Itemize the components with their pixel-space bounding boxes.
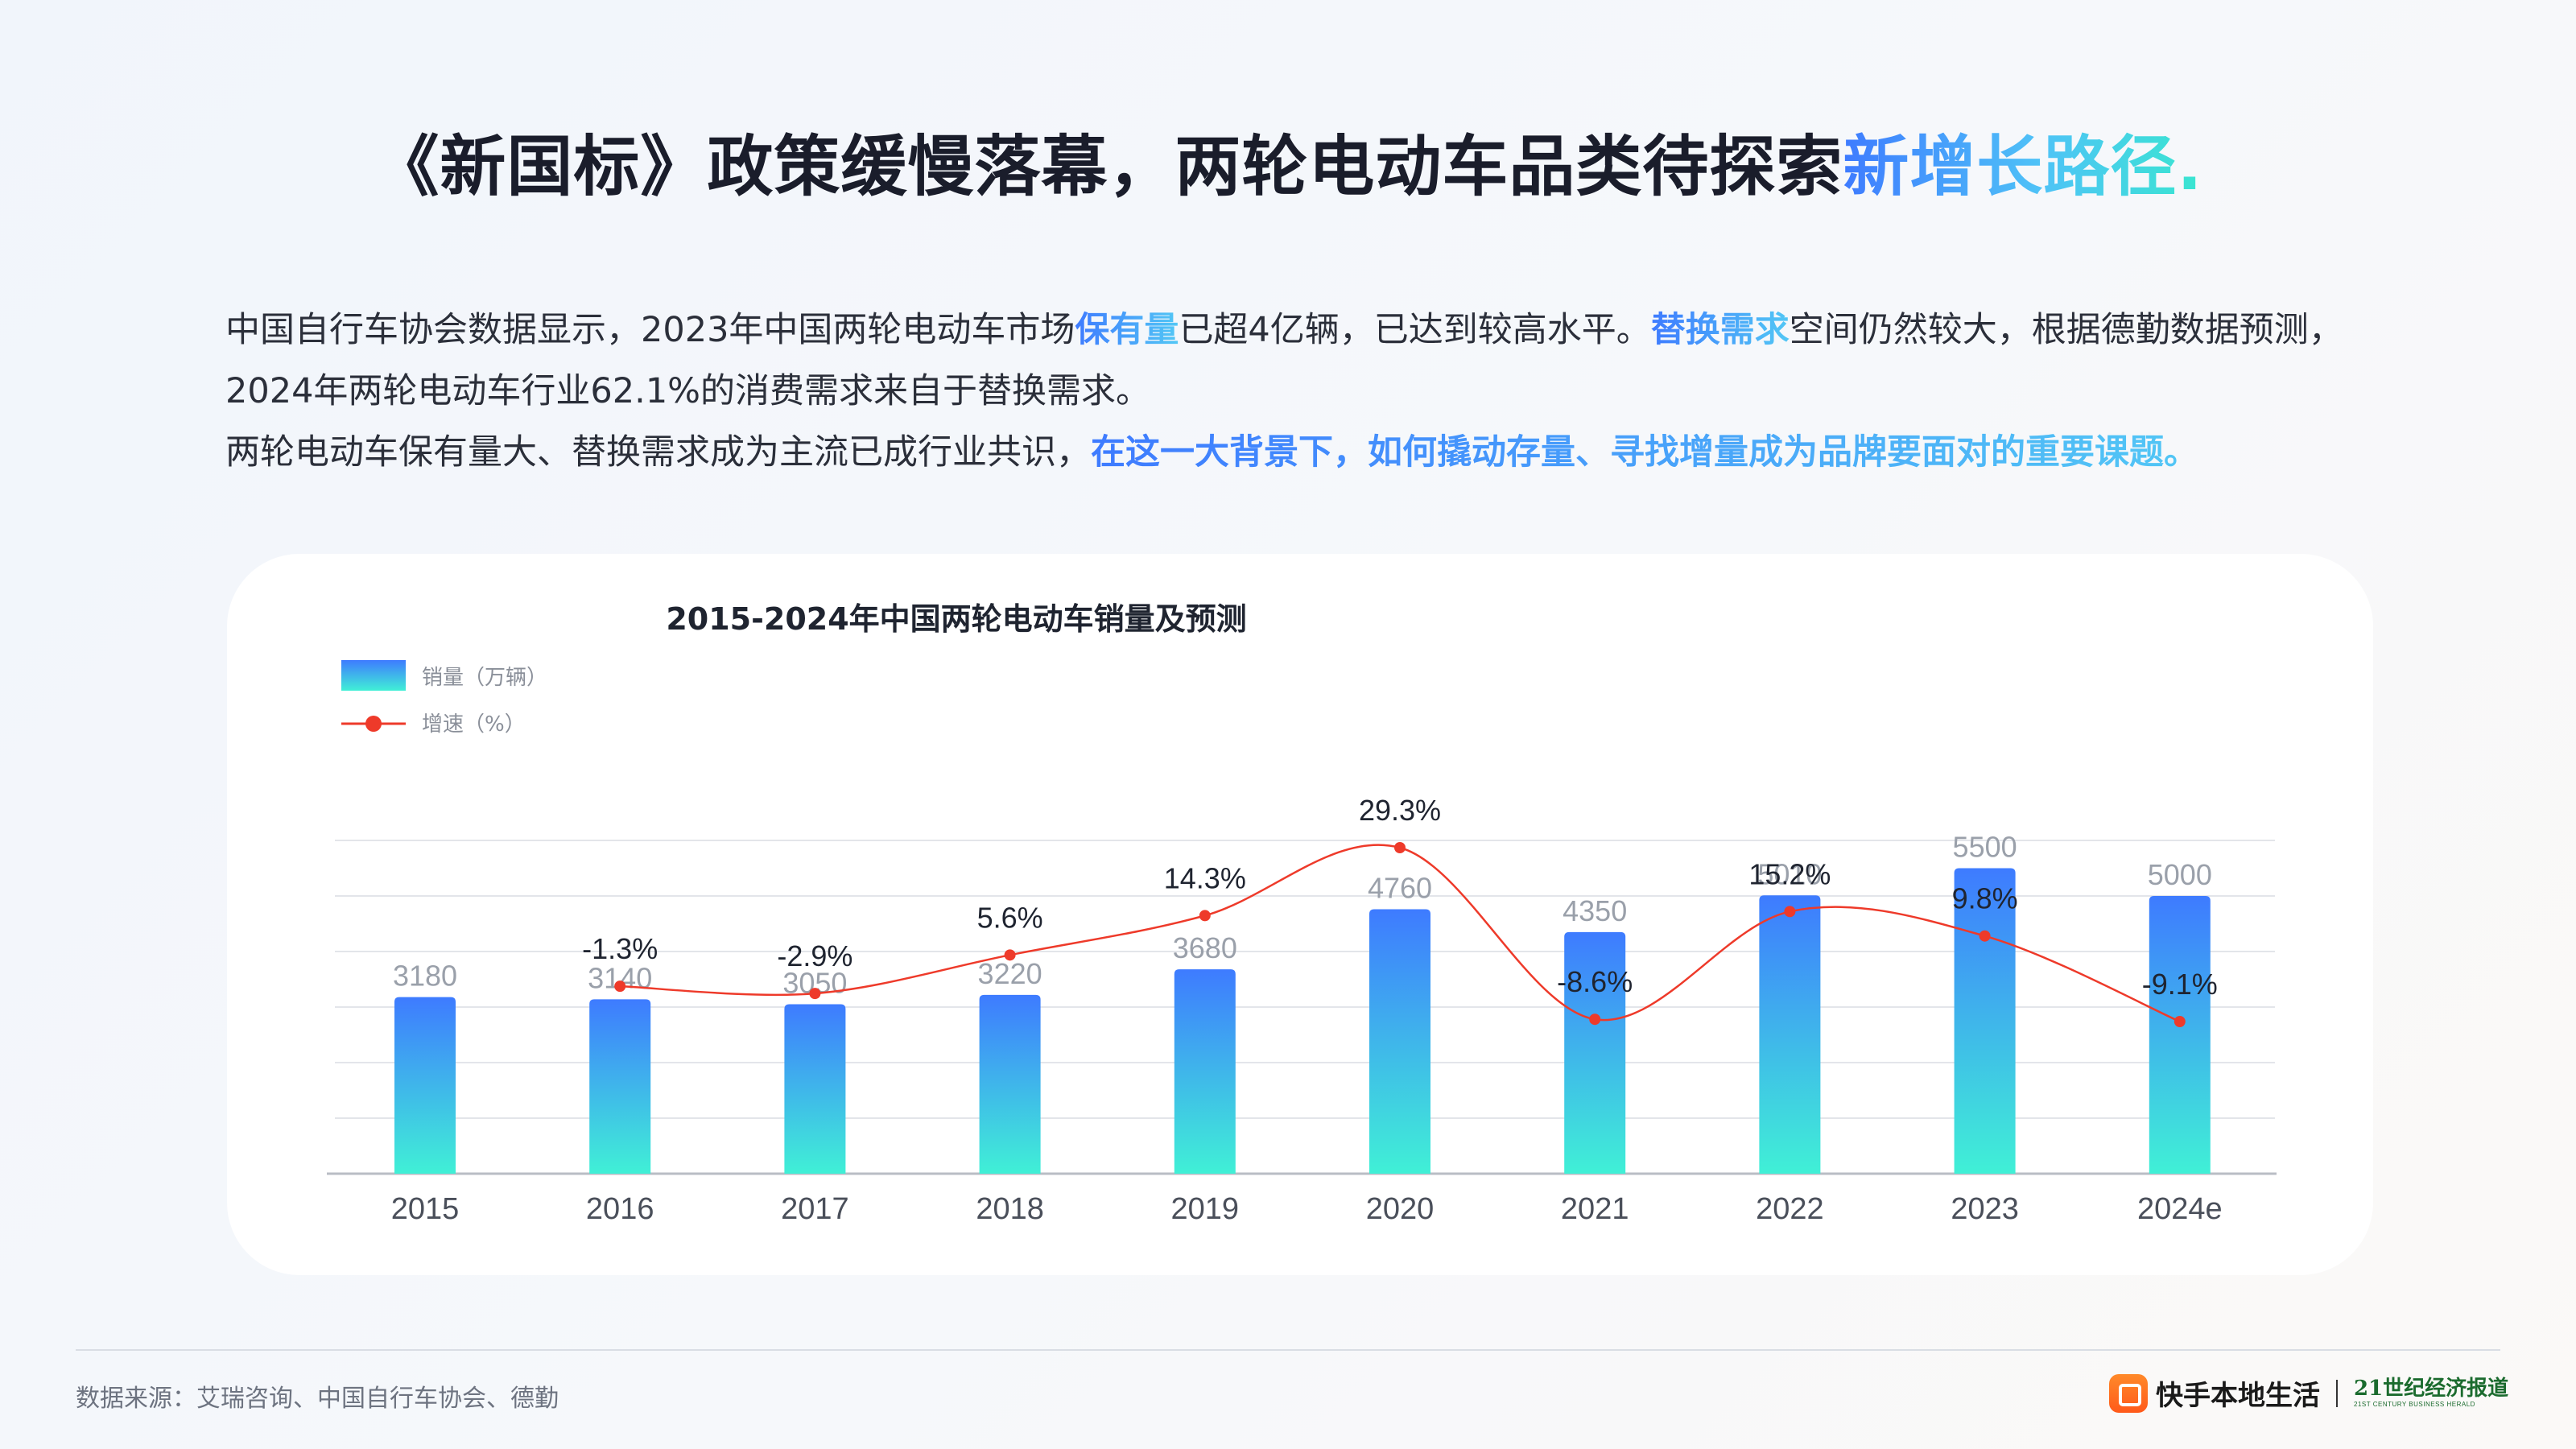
- growth-label: 14.3%: [1164, 861, 1246, 894]
- growth-point: [1199, 910, 1211, 922]
- intro-text-2: 已超4亿辆，已达到较高水平。: [1179, 310, 1651, 350]
- bar: [1369, 909, 1430, 1174]
- growth-line: [620, 844, 2181, 1023]
- intro-text-1: 中国自行车协会数据显示，2023年中国两轮电动车市场: [225, 310, 1075, 350]
- x-tick-label: 2021: [1561, 1192, 1629, 1226]
- herald-logo: 21世纪经济报道 21ST CENTURY BUSINESS HERALD: [2354, 1378, 2508, 1408]
- bar: [2149, 896, 2211, 1174]
- bar-value-label: 3680: [1173, 931, 1237, 964]
- growth-label: -9.1%: [2142, 968, 2218, 1001]
- kuaishou-logo-icon: [2109, 1373, 2148, 1413]
- consensus-text: 两轮电动车保有量大、替换需求成为主流已成行业共识，: [225, 432, 1091, 473]
- growth-label: 29.3%: [1359, 794, 1441, 827]
- growth-label: 5.6%: [977, 901, 1043, 934]
- x-tick-label: 2019: [1171, 1192, 1240, 1226]
- herald-logo-en: 21ST CENTURY BUSINESS HERALD: [2354, 1401, 2475, 1408]
- bar: [1564, 931, 1626, 1174]
- intro-highlight-2: 替换需求: [1650, 310, 1790, 350]
- bar: [394, 997, 456, 1174]
- intro-highlight-1: 保有量: [1075, 310, 1179, 350]
- x-tick-label: 2024e: [2137, 1192, 2223, 1226]
- growth-point: [1979, 930, 1991, 942]
- brand-logos: 快手本地生活 21世纪经济报道 21ST CENTURY BUSINESS HE…: [2109, 1373, 2508, 1413]
- growth-point: [614, 980, 626, 993]
- growth-label: -8.6%: [1557, 965, 1633, 998]
- bar: [784, 1004, 846, 1174]
- brand-name: 快手本地生活: [2156, 1380, 2320, 1412]
- growth-point: [1394, 842, 1406, 853]
- bar-value-label: 3220: [978, 957, 1042, 990]
- title-main: 《新国标》政策缓慢落幕，两轮电动车品类待探索: [373, 129, 1843, 205]
- growth-point: [1784, 906, 1796, 918]
- bar: [1759, 895, 1821, 1174]
- bar-value-label: 5000: [2148, 858, 2212, 891]
- bar: [589, 999, 651, 1174]
- chart-panel: 2015-2024年中国两轮电动车销量及预测 销量（万辆） 增速（%） 3180 314…: [227, 554, 2373, 1275]
- bar: [1954, 868, 2016, 1174]
- footer-divider: [76, 1349, 2500, 1351]
- intro-paragraph: 中国自行车协会数据显示，2023年中国两轮电动车市场保有量已超4亿辆，已达到较高…: [225, 299, 2367, 422]
- growth-point: [2174, 1016, 2186, 1027]
- bar-value-label: 5500: [1953, 831, 2017, 864]
- growth-point: [809, 988, 821, 1000]
- consensus-paragraph: 两轮电动车保有量大、替换需求成为主流已成行业共识，在这一大背景下，如何撬动存量、…: [225, 422, 2367, 483]
- legend-line-marker: [365, 716, 382, 732]
- x-tick-label: 2023: [1951, 1192, 2019, 1226]
- bar-value-label: 4760: [1368, 872, 1432, 905]
- growth-label: 15.2%: [1748, 857, 1831, 890]
- bar: [1174, 969, 1236, 1174]
- x-tick-label: 2022: [1756, 1192, 1824, 1226]
- growth-point: [1589, 1013, 1601, 1026]
- brand-separator: [2336, 1379, 2338, 1407]
- legend-bar-swatch: [341, 660, 406, 691]
- data-source: 数据来源：艾瑞咨询、中国自行车协会、德勤: [76, 1385, 559, 1413]
- legend-line-label: 增速（%）: [422, 712, 526, 737]
- bar-value-label: 4350: [1563, 894, 1627, 927]
- growth-label: 9.8%: [1952, 882, 2018, 915]
- growth-label: -2.9%: [777, 939, 852, 972]
- growth-point: [1004, 949, 1016, 961]
- x-tick-label: 2018: [976, 1192, 1044, 1226]
- x-tick-label: 2020: [1366, 1192, 1435, 1226]
- x-tick-label: 2015: [391, 1192, 460, 1226]
- page-title: 《新国标》政策缓慢落幕，两轮电动车品类待探索新增长路径.: [0, 113, 2576, 208]
- bar-value-label: 3180: [393, 960, 457, 993]
- growth-label: -1.3%: [582, 932, 658, 965]
- legend-bar-label: 销量（万辆）: [422, 666, 547, 690]
- bar-value-label: 5010: [1757, 857, 1822, 890]
- bar: [979, 994, 1041, 1174]
- consensus-highlight: 在这一大背景下，如何撬动存量、寻找增量成为品牌要面对的重要课题。: [1091, 432, 2198, 473]
- x-tick-label: 2016: [586, 1192, 654, 1226]
- title-highlight: 新增长路径.: [1843, 129, 2203, 205]
- herald-logo-cn: 21世纪经济报道: [2354, 1377, 2509, 1401]
- chart-title: 2015-2024年中国两轮电动车销量及预测: [666, 601, 1246, 637]
- x-tick-label: 2017: [781, 1192, 849, 1226]
- intro-text-3: 空间仍然较大，根据德勤数据预测，2024年两轮电动车行业62.1%的消费需求来自…: [225, 310, 2343, 411]
